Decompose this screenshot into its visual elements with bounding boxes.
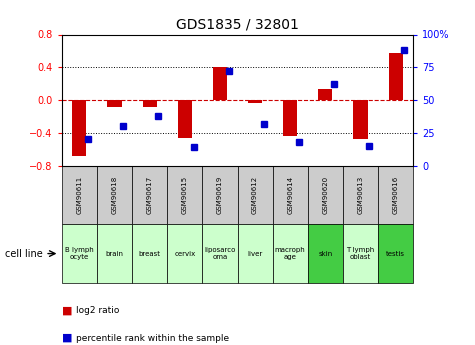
Bar [97,166,132,224]
Text: GSM90617: GSM90617 [147,176,152,214]
Text: GSM90616: GSM90616 [393,176,399,214]
Text: cervix: cervix [174,250,195,257]
Text: testis: testis [386,250,405,257]
Bar [62,224,97,283]
Text: liposarco
oma: liposarco oma [204,247,236,260]
Text: brain: brain [105,250,124,257]
Bar [167,224,202,283]
Bar [318,89,332,100]
Text: breast: breast [139,250,161,257]
Text: T lymph
oblast: T lymph oblast [346,247,375,260]
Text: GSM90614: GSM90614 [287,176,293,214]
Text: log2 ratio: log2 ratio [76,306,119,315]
Bar [378,224,413,283]
Text: ■: ■ [62,306,72,315]
Bar [97,224,132,283]
Text: percentile rank within the sample: percentile rank within the sample [76,334,229,343]
Text: cell line: cell line [5,249,42,258]
Text: GSM90613: GSM90613 [358,176,363,214]
Text: ■: ■ [62,333,72,343]
Text: B lymph
ocyte: B lymph ocyte [65,247,94,260]
Bar [273,224,308,283]
Text: GSM90611: GSM90611 [76,176,82,214]
Bar [378,166,413,224]
Bar [107,100,122,107]
Bar [343,166,378,224]
Bar [238,224,273,283]
Bar [308,166,343,224]
Bar [283,100,297,136]
Bar [213,67,227,100]
Bar [132,166,167,224]
Bar [273,166,308,224]
Text: macroph
age: macroph age [275,247,305,260]
Text: GSM90615: GSM90615 [182,176,188,214]
Text: GSM90612: GSM90612 [252,176,258,214]
Bar [343,224,378,283]
Bar [72,100,86,156]
Text: GSM90620: GSM90620 [323,176,328,214]
Bar [142,100,157,107]
Title: GDS1835 / 32801: GDS1835 / 32801 [176,18,299,32]
Bar [62,166,97,224]
Bar [238,166,273,224]
Bar [167,166,202,224]
Bar [353,100,368,139]
Text: GSM90618: GSM90618 [112,176,117,214]
Bar [389,52,403,100]
Text: liver: liver [247,250,263,257]
Text: GSM90619: GSM90619 [217,176,223,214]
Bar [132,224,167,283]
Bar [202,166,238,224]
Bar [308,224,343,283]
Bar [178,100,192,138]
Bar [248,100,262,104]
Bar [202,224,238,283]
Text: skin: skin [318,250,332,257]
